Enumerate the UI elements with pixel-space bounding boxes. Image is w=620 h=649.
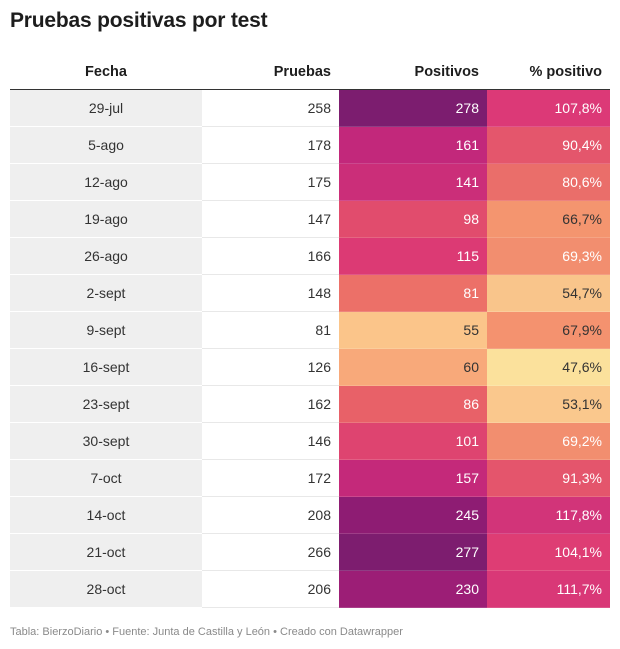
cell-fecha: 7-oct bbox=[10, 459, 202, 497]
cell-fecha: 29-jul bbox=[10, 89, 202, 127]
cell-fecha: 14-oct bbox=[10, 496, 202, 534]
cell-fecha: 16-sept bbox=[10, 348, 202, 386]
table-row: 16-sept 126 60 47,6% bbox=[10, 348, 610, 386]
cell-positivos: 55 bbox=[339, 311, 487, 349]
table-row: 21-oct 266 277 104,1% bbox=[10, 533, 610, 571]
cell-pruebas: 81 bbox=[202, 311, 339, 349]
cell-positivos: 60 bbox=[339, 348, 487, 386]
cell-pct-positivo: 47,6% bbox=[487, 348, 610, 386]
cell-pruebas: 162 bbox=[202, 385, 339, 423]
cell-fecha: 23-sept bbox=[10, 385, 202, 423]
cell-positivos: 161 bbox=[339, 126, 487, 164]
cell-fecha: 5-ago bbox=[10, 126, 202, 164]
table-row: 26-ago 166 115 69,3% bbox=[10, 237, 610, 275]
cell-positivos: 278 bbox=[339, 89, 487, 127]
cell-fecha: 19-ago bbox=[10, 200, 202, 238]
cell-positivos: 141 bbox=[339, 163, 487, 201]
source-footer: Tabla: BierzoDiario • Fuente: Junta de C… bbox=[10, 626, 403, 638]
cell-fecha: 21-oct bbox=[10, 533, 202, 571]
chart-title: Pruebas positivas por test bbox=[10, 9, 268, 32]
cell-positivos: 86 bbox=[339, 385, 487, 423]
cell-fecha: 30-sept bbox=[10, 422, 202, 460]
table-row: 14-oct 208 245 117,8% bbox=[10, 496, 610, 534]
data-table: Fecha Pruebas Positivos % positivo 29-ju… bbox=[10, 55, 610, 608]
column-header-pruebas[interactable]: Pruebas bbox=[202, 55, 339, 90]
cell-pct-positivo: 91,3% bbox=[487, 459, 610, 497]
cell-positivos: 230 bbox=[339, 570, 487, 608]
cell-pct-positivo: 67,9% bbox=[487, 311, 610, 349]
table-row: 5-ago 178 161 90,4% bbox=[10, 126, 610, 164]
cell-pct-positivo: 69,3% bbox=[487, 237, 610, 275]
cell-positivos: 101 bbox=[339, 422, 487, 460]
cell-pruebas: 208 bbox=[202, 496, 339, 534]
cell-pct-positivo: 104,1% bbox=[487, 533, 610, 571]
cell-fecha: 26-ago bbox=[10, 237, 202, 275]
table-row: 2-sept 148 81 54,7% bbox=[10, 274, 610, 312]
table-row: 9-sept 81 55 67,9% bbox=[10, 311, 610, 349]
cell-fecha: 2-sept bbox=[10, 274, 202, 312]
cell-pruebas: 258 bbox=[202, 89, 339, 127]
cell-pruebas: 166 bbox=[202, 237, 339, 275]
cell-positivos: 277 bbox=[339, 533, 487, 571]
table-row: 7-oct 172 157 91,3% bbox=[10, 459, 610, 497]
table-header: Fecha Pruebas Positivos % positivo bbox=[10, 55, 610, 90]
cell-pruebas: 172 bbox=[202, 459, 339, 497]
table-row: 12-ago 175 141 80,6% bbox=[10, 163, 610, 201]
cell-pruebas: 178 bbox=[202, 126, 339, 164]
column-header-pct-positivo[interactable]: % positivo bbox=[487, 55, 610, 90]
table-row: 28-oct 206 230 111,7% bbox=[10, 570, 610, 608]
cell-pruebas: 146 bbox=[202, 422, 339, 460]
cell-positivos: 115 bbox=[339, 237, 487, 275]
cell-positivos: 81 bbox=[339, 274, 487, 312]
cell-positivos: 245 bbox=[339, 496, 487, 534]
cell-pct-positivo: 69,2% bbox=[487, 422, 610, 460]
cell-pct-positivo: 107,8% bbox=[487, 89, 610, 127]
cell-fecha: 28-oct bbox=[10, 570, 202, 608]
table-row: 23-sept 162 86 53,1% bbox=[10, 385, 610, 423]
cell-pruebas: 126 bbox=[202, 348, 339, 386]
cell-pruebas: 266 bbox=[202, 533, 339, 571]
cell-pct-positivo: 117,8% bbox=[487, 496, 610, 534]
cell-positivos: 157 bbox=[339, 459, 487, 497]
cell-pct-positivo: 54,7% bbox=[487, 274, 610, 312]
table-body: 29-jul 258 278 107,8% 5-ago 178 161 90,4% 12-ago… bbox=[10, 89, 610, 608]
header-row: Fecha Pruebas Positivos % positivo bbox=[10, 55, 610, 90]
cell-fecha: 12-ago bbox=[10, 163, 202, 201]
column-header-fecha[interactable]: Fecha bbox=[10, 55, 202, 90]
table-row: 19-ago 147 98 66,7% bbox=[10, 200, 610, 238]
cell-pct-positivo: 90,4% bbox=[487, 126, 610, 164]
cell-pct-positivo: 80,6% bbox=[487, 163, 610, 201]
cell-pruebas: 206 bbox=[202, 570, 339, 608]
cell-pct-positivo: 111,7% bbox=[487, 570, 610, 608]
table-row: 30-sept 146 101 69,2% bbox=[10, 422, 610, 460]
table-row: 29-jul 258 278 107,8% bbox=[10, 89, 610, 127]
cell-pruebas: 175 bbox=[202, 163, 339, 201]
cell-pruebas: 147 bbox=[202, 200, 339, 238]
column-header-positivos[interactable]: Positivos bbox=[339, 55, 487, 90]
cell-positivos: 98 bbox=[339, 200, 487, 238]
cell-pct-positivo: 66,7% bbox=[487, 200, 610, 238]
cell-pct-positivo: 53,1% bbox=[487, 385, 610, 423]
cell-fecha: 9-sept bbox=[10, 311, 202, 349]
cell-pruebas: 148 bbox=[202, 274, 339, 312]
